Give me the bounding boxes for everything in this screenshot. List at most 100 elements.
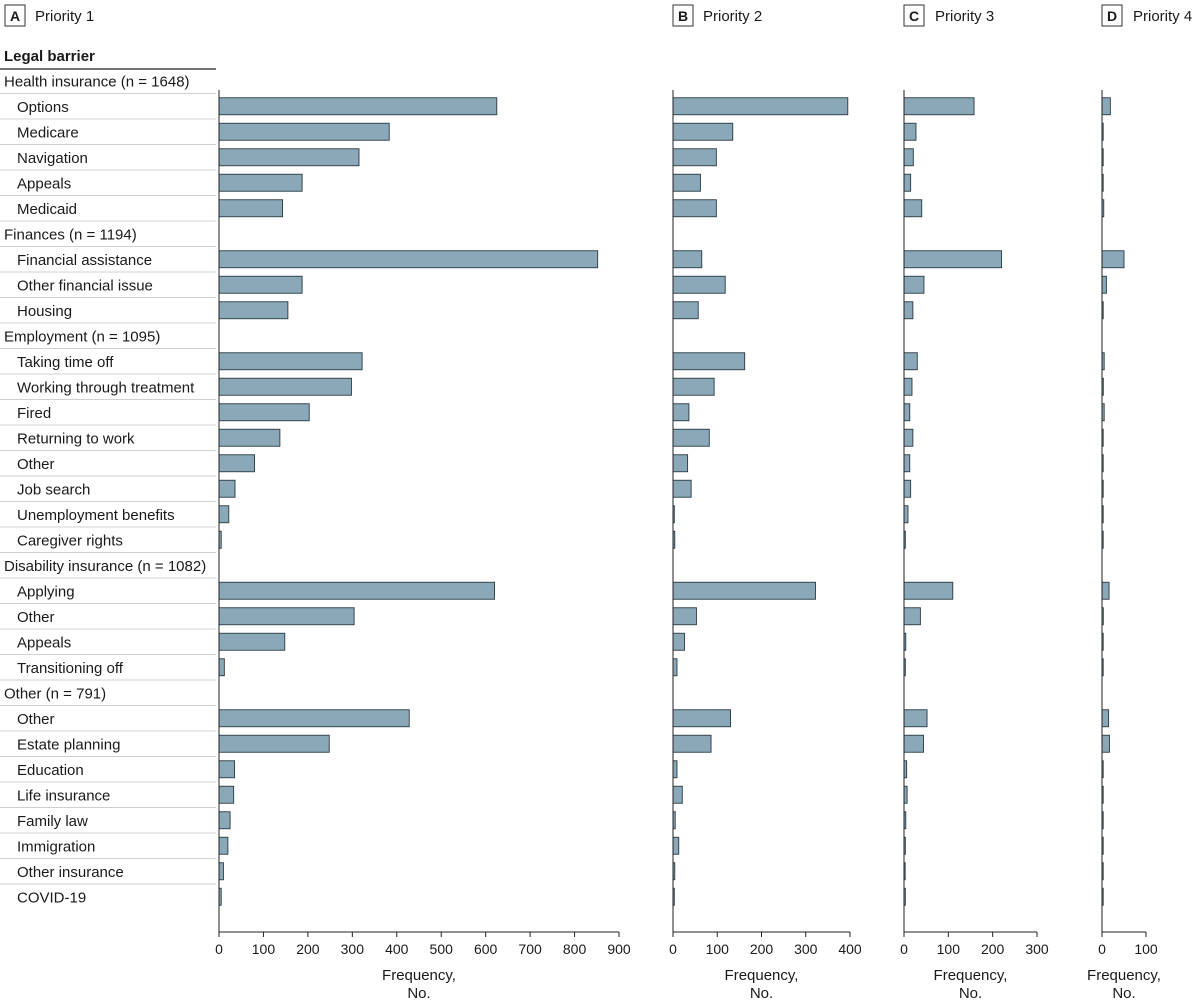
bar xyxy=(673,735,711,752)
row-label: COVID-19 xyxy=(17,889,86,906)
bar xyxy=(673,123,733,140)
x-tick-label: 0 xyxy=(669,941,677,957)
group-label: Employment (n = 1095) xyxy=(4,328,160,345)
row-label: Other xyxy=(17,456,55,473)
bar xyxy=(904,149,913,166)
bar xyxy=(219,735,329,752)
x-axis-label: Frequency, xyxy=(934,967,1008,984)
bar xyxy=(904,735,924,752)
x-axis-label: No. xyxy=(407,985,430,1002)
bar xyxy=(904,378,912,395)
x-tick-label: 0 xyxy=(1098,941,1106,957)
group-label: Other (n = 791) xyxy=(4,685,106,702)
bar xyxy=(673,149,716,166)
bar xyxy=(1102,251,1124,268)
x-axis-label: No. xyxy=(959,985,982,1002)
panel-title: Priority 2 xyxy=(703,8,762,25)
x-tick-label: 400 xyxy=(385,941,409,957)
row-label: Other insurance xyxy=(17,864,124,881)
bar xyxy=(904,98,974,115)
bar xyxy=(219,353,362,370)
row-label: Estate planning xyxy=(17,736,120,753)
bar xyxy=(904,710,927,727)
bar xyxy=(219,582,495,599)
bar xyxy=(904,174,911,191)
legal-barrier-header: Legal barrier xyxy=(4,48,95,65)
bar xyxy=(219,710,409,727)
bar xyxy=(219,98,497,115)
bar xyxy=(673,761,677,778)
bar xyxy=(1102,276,1106,293)
panel-letter: B xyxy=(678,8,688,24)
row-label: Transitioning off xyxy=(17,660,124,677)
x-tick-label: 0 xyxy=(900,941,908,957)
bar xyxy=(904,455,910,472)
panel-d: D Priority 4 0 100 Frequency,No. xyxy=(1087,5,1192,1002)
panel-title: Priority 4 xyxy=(1133,8,1192,25)
bar xyxy=(1102,98,1110,115)
x-tick-label: 100 xyxy=(937,941,961,957)
bar xyxy=(219,251,598,268)
bar xyxy=(904,506,908,523)
x-tick-label: 200 xyxy=(296,941,320,957)
x-tick-label: 300 xyxy=(794,941,818,957)
row-label: Education xyxy=(17,762,84,779)
group-label: Health insurance (n = 1648) xyxy=(4,73,190,90)
bar xyxy=(219,506,229,523)
group-label: Finances (n = 1194) xyxy=(4,226,137,243)
bar xyxy=(219,404,309,421)
x-axis-label: No. xyxy=(750,985,773,1002)
bar xyxy=(219,149,359,166)
panel-letter: A xyxy=(10,8,20,24)
x-tick-label: 200 xyxy=(981,941,1005,957)
panel-a: A Priority 1 0 100 200 300 400 500 600 700 800 900 F… xyxy=(5,5,631,1002)
panel-letter: D xyxy=(1107,8,1117,24)
chart-panels: A Priority 1 0 100 200 300 400 500 600 700 800 900 F… xyxy=(5,5,1192,1002)
x-tick-label: 300 xyxy=(341,941,365,957)
bar xyxy=(219,761,235,778)
bar xyxy=(673,633,685,650)
row-label: Family law xyxy=(17,813,88,830)
bar xyxy=(219,659,224,676)
row-label: Job search xyxy=(17,481,90,498)
bar xyxy=(673,200,716,217)
bar xyxy=(1102,735,1109,752)
bar xyxy=(904,276,924,293)
panel-letter: C xyxy=(909,8,919,24)
x-tick-label: 400 xyxy=(838,941,862,957)
bar xyxy=(673,786,682,803)
row-label: Medicare xyxy=(17,124,79,141)
bar xyxy=(904,123,916,140)
bar xyxy=(673,659,677,676)
bar xyxy=(219,480,235,497)
x-tick-label: 100 xyxy=(1134,941,1158,957)
bar xyxy=(904,608,920,625)
bar xyxy=(219,812,230,829)
bar xyxy=(904,404,910,421)
x-tick-label: 600 xyxy=(474,941,498,957)
panel-title: Priority 1 xyxy=(35,8,94,25)
bar xyxy=(673,429,709,446)
panel-b: B Priority 2 0 100 200 300 400 Frequency,No. xyxy=(669,5,862,1002)
bar xyxy=(219,455,255,472)
row-label: Caregiver rights xyxy=(17,532,123,549)
bar xyxy=(673,455,688,472)
row-label: Navigation xyxy=(17,150,88,167)
bar xyxy=(219,123,389,140)
row-label: Other xyxy=(17,711,55,728)
bar xyxy=(673,302,698,319)
bar xyxy=(904,582,953,599)
row-label: Working through treatment xyxy=(17,379,195,396)
row-label-column: Legal barrier Health insurance (n = 1648… xyxy=(0,48,216,906)
bar xyxy=(904,480,911,497)
bar xyxy=(219,276,302,293)
bar xyxy=(673,353,745,370)
x-axis-label: Frequency, xyxy=(382,967,456,984)
bar xyxy=(673,480,691,497)
bar xyxy=(219,786,234,803)
group-label: Disability insurance (n = 1082) xyxy=(4,558,206,575)
x-tick-label: 200 xyxy=(750,941,774,957)
x-tick-label: 500 xyxy=(430,941,454,957)
bar xyxy=(219,633,285,650)
row-label: Taking time off xyxy=(17,354,114,371)
